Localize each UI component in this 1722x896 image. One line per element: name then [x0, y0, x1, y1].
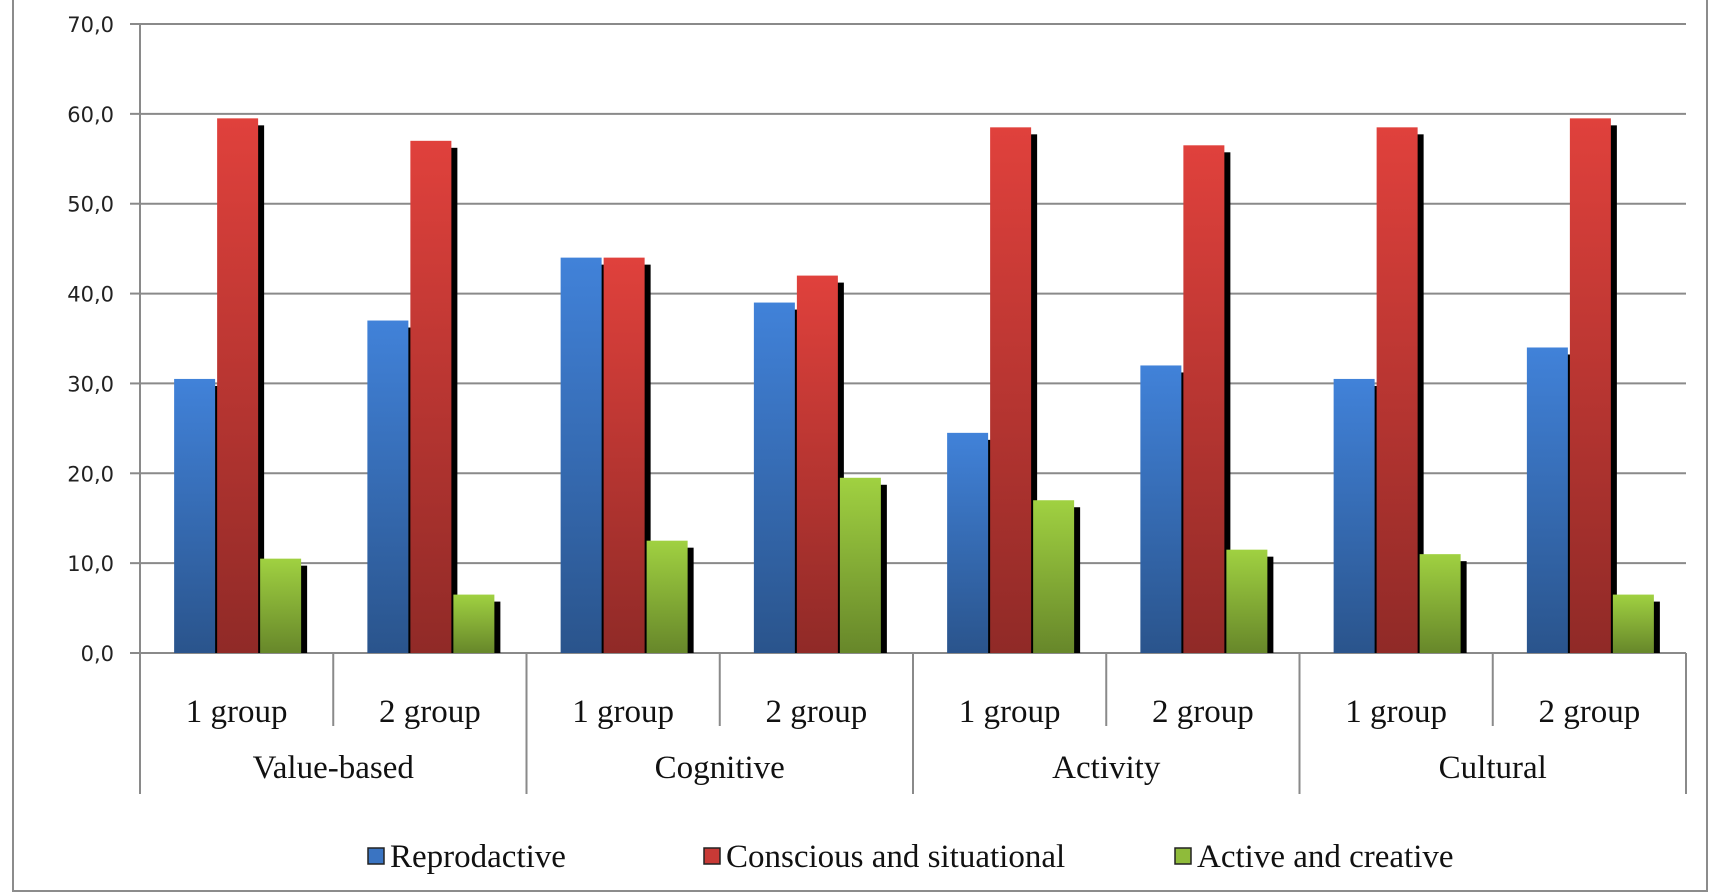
bar-conscious-and-situational [217, 118, 259, 654]
group-label: Activity [1052, 750, 1161, 786]
group-label: Value-based [253, 750, 415, 786]
bar-conscious-and-situational [1376, 127, 1418, 654]
legend-swatch [1174, 847, 1192, 865]
bar-active-and-creative [1226, 549, 1268, 653]
legend-label: Active and creative [1197, 839, 1454, 875]
bar-reprodactive [1140, 365, 1182, 653]
bar-conscious-and-situational [1183, 145, 1225, 654]
bar-active-and-creative [646, 540, 688, 653]
x-tick-label: 1 group [186, 694, 288, 730]
x-tick-label: 2 group [379, 694, 481, 730]
bar-conscious-and-situational [410, 140, 452, 654]
group-label: Cultural [1439, 750, 1547, 786]
y-tick-label: 60,0 [67, 103, 114, 127]
x-tick-label: 2 group [766, 694, 868, 730]
bar-reprodactive [174, 378, 216, 653]
bar-active-and-creative [260, 558, 302, 653]
bar-reprodactive [560, 257, 602, 653]
x-tick-label: 2 group [1152, 694, 1254, 730]
bar-reprodactive [753, 302, 795, 653]
x-tick-label: 2 group [1539, 694, 1641, 730]
x-tick-label: 1 group [959, 694, 1061, 730]
y-tick-label: 30,0 [67, 372, 114, 396]
x-tick-label: 1 group [572, 694, 674, 730]
y-tick-label: 40,0 [67, 283, 114, 307]
y-tick-label: 20,0 [67, 462, 114, 486]
bar-reprodactive [367, 320, 409, 653]
legend-swatch [367, 847, 385, 865]
y-tick-label: 0,0 [81, 642, 114, 666]
bar-conscious-and-situational [990, 127, 1032, 654]
x-tick-label: 1 group [1345, 694, 1447, 730]
bar-reprodactive [1526, 347, 1568, 653]
y-tick-label: 10,0 [67, 552, 114, 576]
bar-conscious-and-situational [603, 257, 645, 653]
bar-conscious-and-situational [796, 275, 838, 653]
y-tick-label: 70,0 [67, 13, 114, 37]
bar-active-and-creative [1612, 594, 1654, 653]
y-tick-label: 50,0 [67, 193, 114, 217]
legend-label: Reprodactive [390, 839, 566, 875]
legend-swatch [703, 847, 721, 865]
group-label: Cognitive [655, 750, 785, 786]
bar-active-and-creative [1419, 554, 1461, 653]
chart-frame [12, 0, 1708, 892]
bar-active-and-creative [839, 477, 881, 653]
legend-label: Conscious and situational [726, 839, 1065, 875]
bar-reprodactive [947, 432, 989, 653]
bar-reprodactive [1333, 378, 1375, 653]
bar-active-and-creative [453, 594, 495, 653]
bar-conscious-and-situational [1569, 118, 1611, 654]
bar-active-and-creative [1033, 500, 1075, 653]
